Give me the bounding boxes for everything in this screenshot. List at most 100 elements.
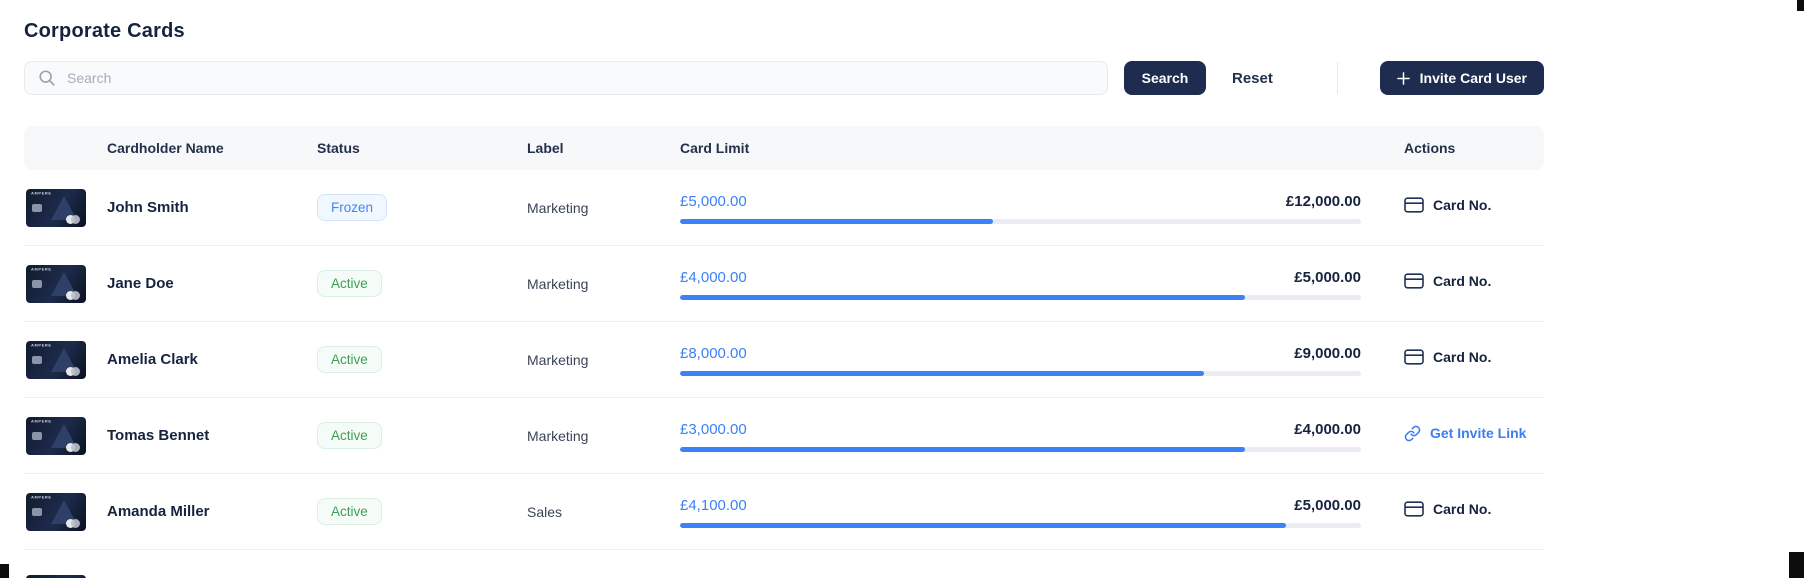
actions-cell: Card No. [1361,349,1544,370]
card-no-button[interactable]: Card No. [1404,197,1491,213]
card-thumbnail: AMPERE [26,188,86,227]
limit-used-amount: £5,000.00 [680,193,747,210]
header-label: Label [527,140,564,156]
action-label: Card No. [1433,197,1492,213]
reset-button[interactable]: Reset [1232,69,1273,87]
page-title: Corporate Cards [24,20,185,42]
credit-card-icon [1404,349,1424,365]
label-cell: Marketing [527,275,589,292]
label-cell: Sales [527,503,563,520]
card-network-emblem [66,442,80,452]
limit-progress-track [680,219,1361,224]
card-network-emblem [66,366,80,376]
table-body: AMPERE John Smith Frozen Marketing £5,000.… [24,170,1544,578]
card-network-emblem [66,214,80,224]
limit-progress-track [680,447,1361,452]
card-thumbnail: AMPERE [26,492,86,531]
credit-card-icon [1404,273,1424,289]
card-no-button[interactable]: Card No. [1404,501,1491,517]
limit-total-amount: £9,000.00 [1294,345,1361,362]
card-chip [32,203,42,212]
get-invite-link-button[interactable]: Get Invite Link [1404,425,1526,442]
actions-cell: Card No. [1361,273,1544,294]
card-limit-cell: £3,000.00 £4,000.00 [680,419,1361,452]
table-row: AMPERE John Smith Frozen Marketing £5,000.… [24,170,1544,246]
cardholder-name: Tomas Bennet [107,427,210,444]
card-chip [32,507,42,516]
limit-total-amount: £12,000.00 [1285,193,1361,210]
table-row: AMPERE Amelia Clark Active Marketing £8,00… [24,322,1544,398]
search-box [24,61,1108,95]
invite-card-user-button[interactable]: Invite Card User [1379,61,1544,95]
limit-progress-track [680,295,1361,300]
limit-progress-fill [680,523,1287,528]
limit-progress-track [680,523,1361,528]
limit-used-amount: £4,100.00 [680,497,747,514]
limit-used-amount: £8,000.00 [680,345,747,362]
search-icon [39,70,55,86]
card-network-emblem [66,290,80,300]
actions-cell: Card No. [1361,501,1544,522]
actions-cell: Card No. [1361,197,1544,218]
card-brand-text: AMPERE [31,419,52,424]
header-cardholder-name: Cardholder Name [107,140,224,156]
card-thumbnail: AMPERE [26,416,86,455]
actions-cell: Get Invite Link [1361,425,1544,447]
cardholder-name: Jane Doe [107,275,174,292]
label-cell: Marketing [527,427,589,444]
card-thumbnail: AMPERE [26,575,86,578]
card-limit-cell: £4,100.00 £5,000.00 [680,495,1361,528]
card-chip [32,279,42,288]
screen-artifact-bottom-left [0,564,9,578]
status-badge: Active [317,346,382,373]
label-cell: Marketing [527,351,589,368]
header-actions: Actions [1404,140,1456,156]
label-cell: Marketing [527,199,589,216]
screen-artifact-bottom-right [1789,552,1804,578]
toolbar-divider [1336,62,1338,94]
card-brand-text: AMPERE [31,343,52,348]
cards-table: Cardholder Name Status Label Card Limit … [24,126,1544,578]
cardholder-name: Amelia Clark [107,351,198,368]
cardholder-name: Amanda Miller [107,503,210,520]
card-no-button[interactable]: Card No. [1404,273,1491,289]
table-row: AMPERE [24,550,1544,578]
table-row: AMPERE Tomas Bennet Active Marketing £3,00… [24,398,1544,474]
action-label: Get Invite Link [1430,425,1527,441]
table-header: Cardholder Name Status Label Card Limit … [24,126,1544,170]
screen-artifact-top-right [1797,0,1804,11]
cardholder-name: John Smith [107,199,189,216]
header-status: Status [317,140,360,156]
search-button[interactable]: Search [1124,61,1206,95]
limit-progress-fill [680,447,1246,452]
card-chip [32,355,42,364]
card-brand-text: AMPERE [31,191,52,196]
credit-card-icon [1404,197,1424,213]
status-badge: Frozen [317,194,388,221]
search-input[interactable] [24,61,1108,95]
card-limit-cell: £4,000.00 £5,000.00 [680,267,1361,300]
limit-used-amount: £4,000.00 [680,269,747,286]
limit-total-amount: £5,000.00 [1294,497,1361,514]
card-thumbnail: AMPERE [26,340,86,379]
header-card-limit: Card Limit [680,140,750,156]
invite-button-label: Invite Card User [1419,70,1527,86]
card-brand-text: AMPERE [31,267,52,272]
toolbar: Search Reset Invite Card User [24,61,1544,95]
limit-progress-fill [680,371,1205,376]
limit-used-amount: £3,000.00 [680,421,747,438]
card-network-emblem [66,518,80,528]
card-brand-text: AMPERE [31,495,52,500]
card-no-button[interactable]: Card No. [1404,349,1491,365]
status-badge: Active [317,270,382,297]
limit-progress-track [680,371,1361,376]
action-label: Card No. [1433,273,1492,289]
action-label: Card No. [1433,349,1492,365]
card-limit-cell: £8,000.00 £9,000.00 [680,343,1361,376]
card-thumbnail: AMPERE [26,264,86,303]
limit-total-amount: £4,000.00 [1294,421,1361,438]
action-label: Card No. [1433,501,1492,517]
limit-progress-fill [680,219,994,224]
table-row: AMPERE Jane Doe Active Marketing £4,000.00… [24,246,1544,322]
